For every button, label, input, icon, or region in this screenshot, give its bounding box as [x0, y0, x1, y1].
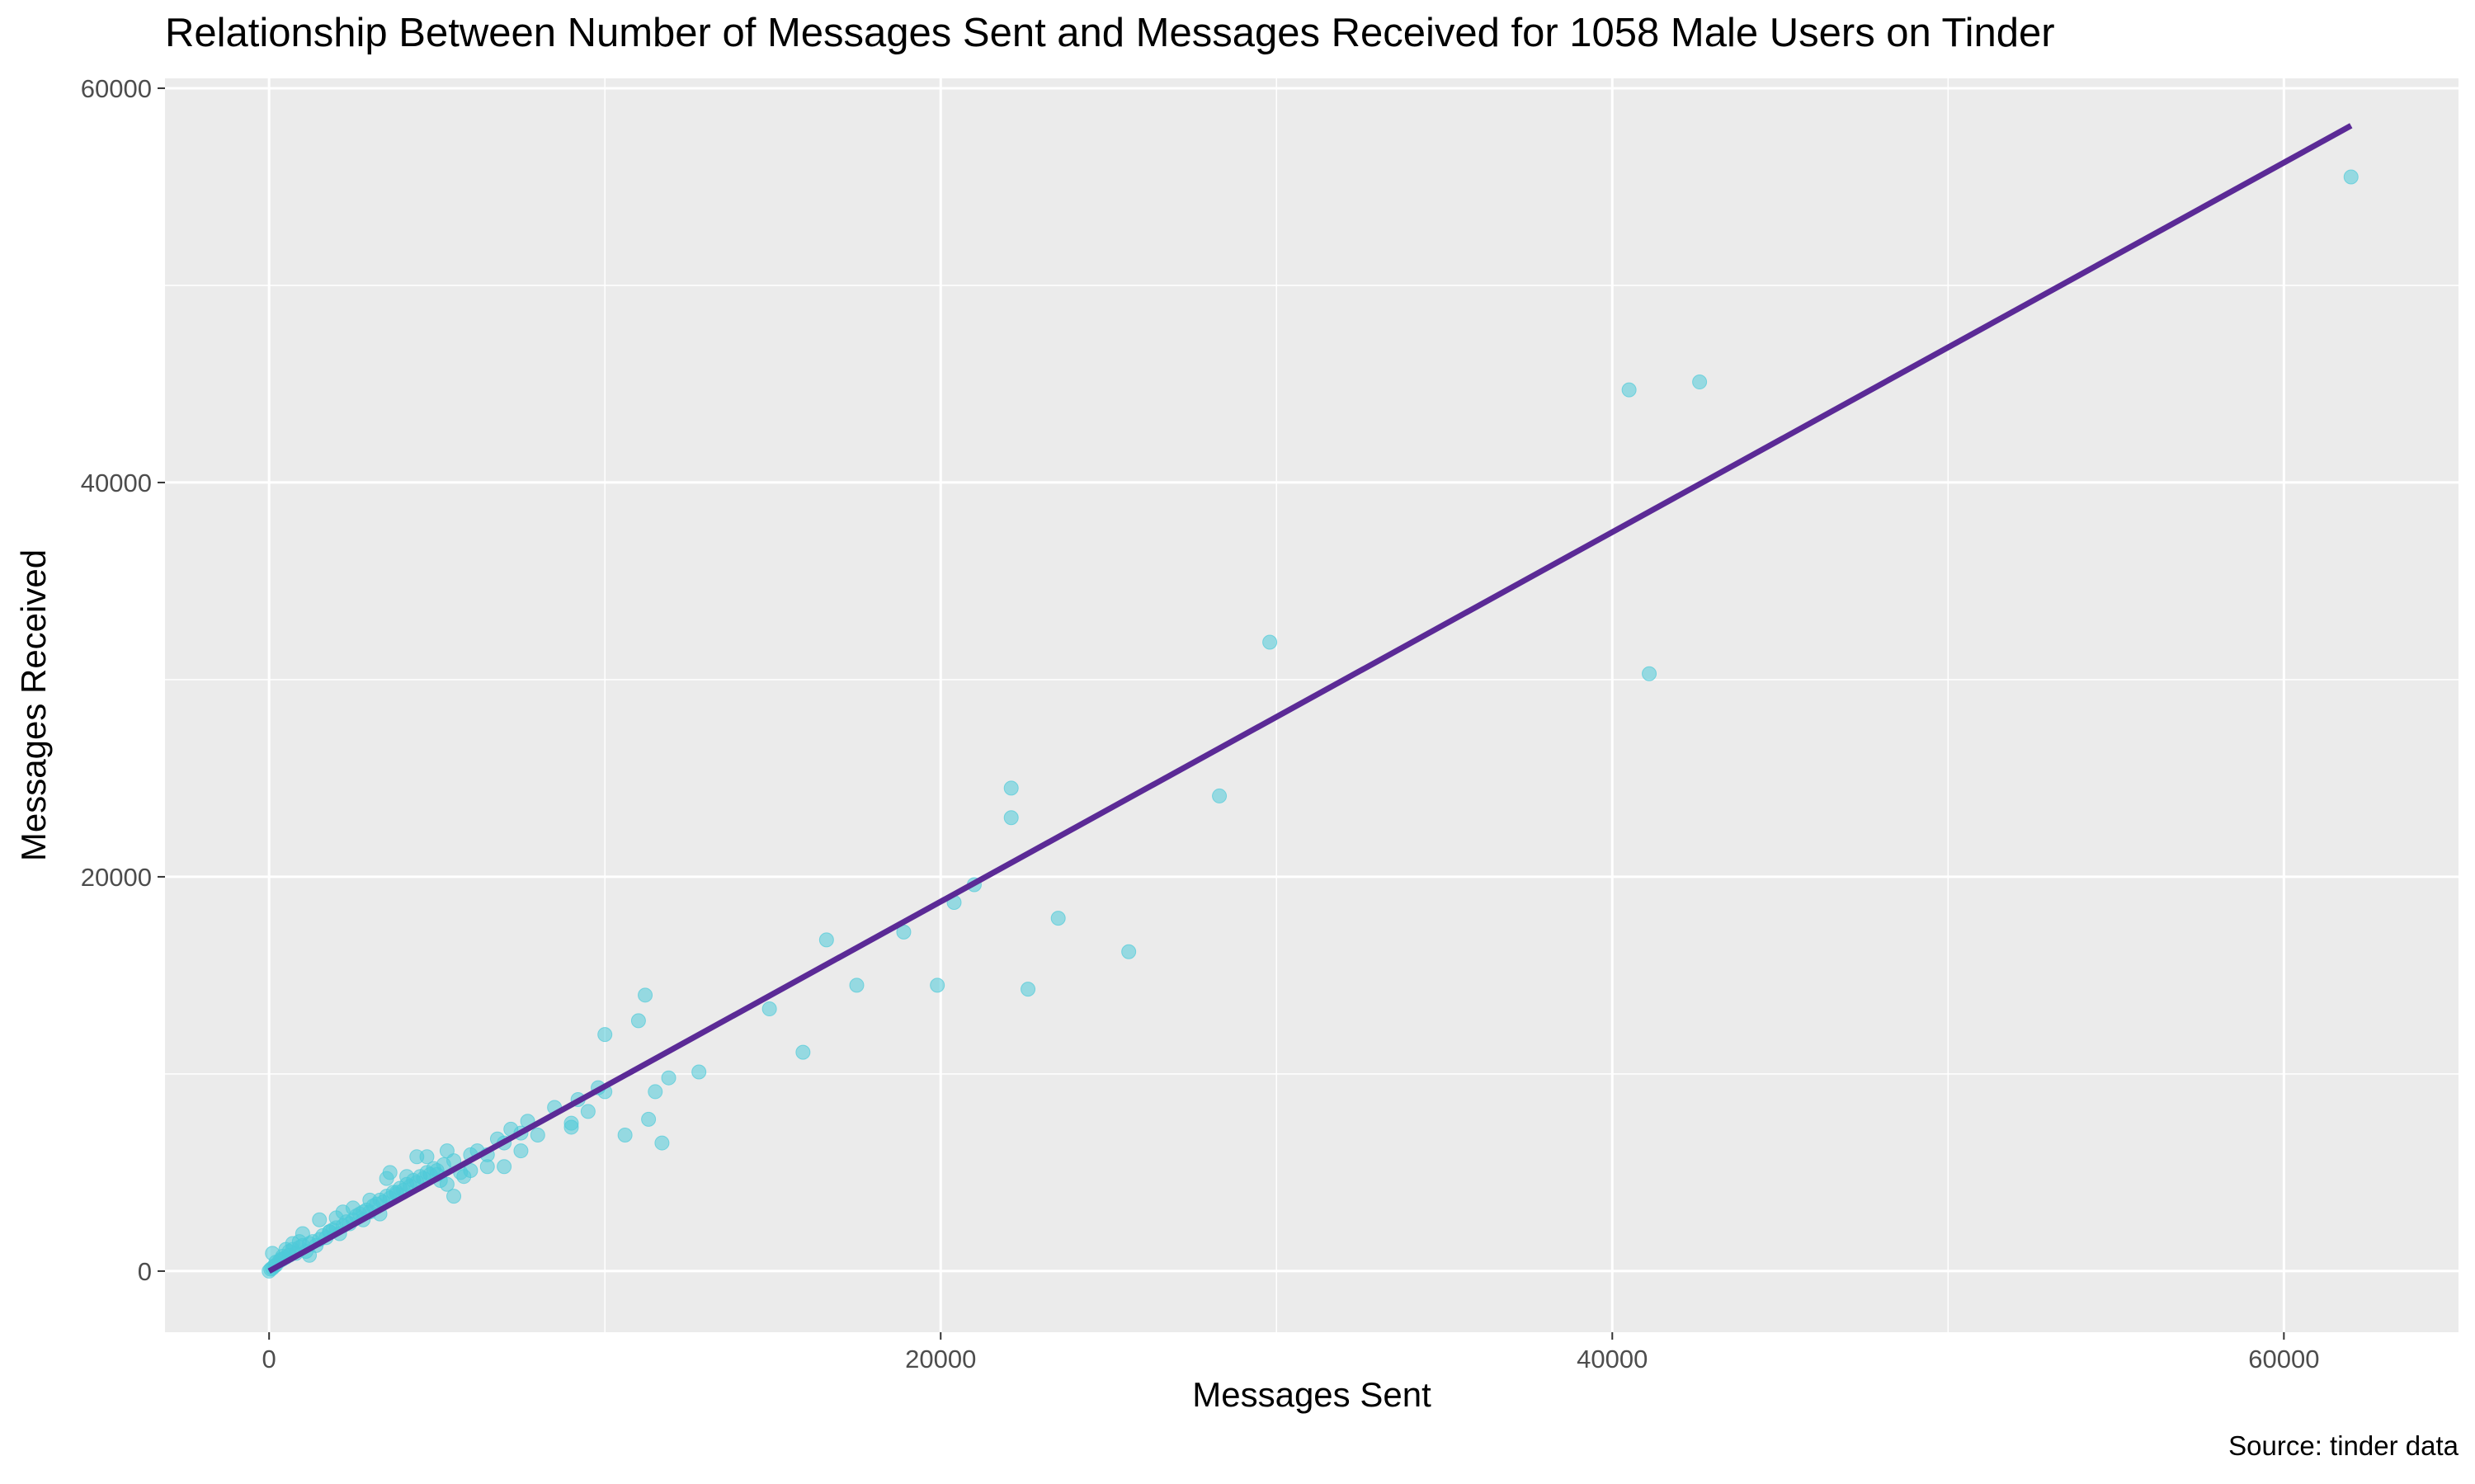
data-point [849, 978, 865, 993]
data-point [382, 1165, 398, 1180]
data-point [648, 1084, 663, 1100]
data-point [1050, 911, 1066, 926]
data-point [597, 1027, 613, 1043]
data-point [1621, 382, 1637, 398]
y-tick-label: 60000 [81, 74, 152, 103]
x-tick-label: 0 [262, 1345, 276, 1373]
data-point [1003, 780, 1019, 796]
data-point [1692, 375, 1708, 390]
x-axis-title: Messages Sent [1192, 1375, 1431, 1414]
data-point [1212, 788, 1228, 803]
data-point [691, 1064, 707, 1080]
data-point [661, 1070, 676, 1086]
data-point [563, 1115, 579, 1131]
data-point [818, 932, 834, 948]
data-point [1262, 634, 1278, 650]
data-point [1021, 982, 1036, 997]
x-tick-label: 20000 [905, 1345, 976, 1373]
data-point [513, 1143, 529, 1159]
data-point [795, 1044, 811, 1060]
data-point [312, 1212, 328, 1227]
x-tick-label: 60000 [2248, 1345, 2319, 1373]
data-point [761, 1001, 777, 1017]
y-tick-label: 40000 [81, 469, 152, 497]
data-point [2343, 169, 2359, 185]
data-point [1003, 810, 1019, 826]
data-point [439, 1143, 455, 1159]
data-point [399, 1169, 415, 1185]
plot-panel [165, 78, 2458, 1332]
data-point [641, 1111, 657, 1127]
data-point [638, 987, 653, 1003]
major-gridlines [165, 78, 2458, 1332]
data-point [446, 1189, 462, 1204]
data-point [439, 1176, 455, 1192]
y-axis-title: Messages Received [14, 549, 53, 861]
data-point [630, 1013, 646, 1029]
y-tick-label: 0 [138, 1257, 152, 1286]
data-point [617, 1128, 633, 1143]
data-point [265, 1246, 280, 1261]
chart-caption: Source: tinder data [2228, 1430, 2458, 1461]
data-point [419, 1149, 435, 1165]
data-point [1121, 944, 1137, 959]
y-tick-label: 20000 [81, 863, 152, 892]
data-point [497, 1159, 512, 1175]
data-point [295, 1226, 310, 1241]
data-point [580, 1104, 596, 1119]
data-point [1642, 666, 1657, 681]
regression-line-group [267, 123, 2353, 1274]
x-tick-label: 40000 [1577, 1345, 1648, 1373]
data-point [930, 978, 945, 993]
regression-line [267, 123, 2353, 1274]
minor-gridlines [165, 78, 2458, 1332]
chart-title: Relationship Between Number of Messages … [165, 11, 2055, 55]
data-point [530, 1128, 545, 1143]
data-point [335, 1204, 351, 1220]
axes: 0 20000 40000 60000 0 20000 40000 60000 [81, 74, 2320, 1373]
data-point [654, 1135, 670, 1151]
data-point [362, 1192, 378, 1208]
